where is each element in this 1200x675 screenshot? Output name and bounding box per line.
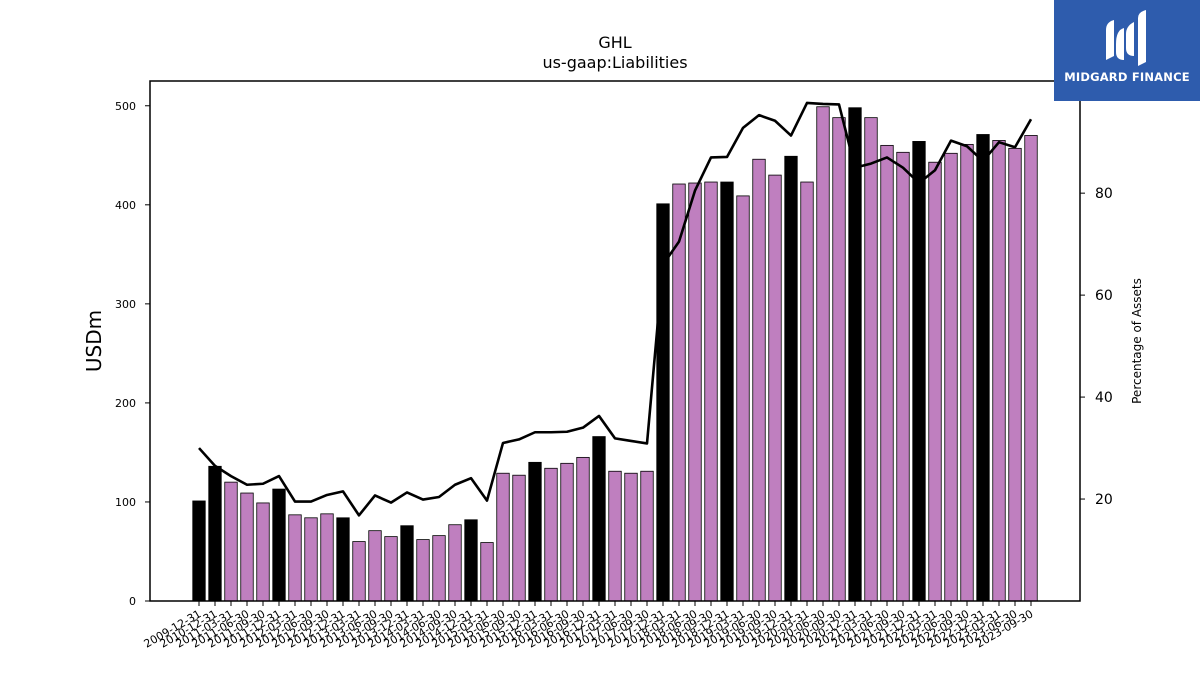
bar [992,140,1006,602]
bar [384,536,398,602]
bar [336,517,350,602]
y-tick-label: 0 [129,595,136,608]
x-tick-group: 2009-12-312010-12-312011-03-312011-06-30… [142,601,1036,651]
bar [912,141,926,602]
bar [592,436,606,602]
bar [736,195,750,602]
bar [544,467,558,602]
chart-title: GHL [598,33,631,52]
bar [832,117,846,602]
y2-tick-label: 40 [1095,390,1113,406]
bar [352,541,366,602]
chart-subtitle: us-gaap:Liabilities [542,53,687,72]
logo-mark-icon [1106,10,1146,66]
bar [240,492,254,602]
y2-tick-group: 20 40 60 80 [1080,186,1113,508]
y-tick-label: 500 [115,100,136,113]
y2-tick-label: 20 [1095,492,1113,508]
bar [224,481,238,602]
bar [608,470,622,602]
y-tick-label: 100 [115,496,136,509]
bar [944,152,958,602]
bar [304,517,318,602]
bar [688,182,702,602]
bar [448,524,462,602]
bar [528,461,542,602]
bar [816,106,830,602]
y-tick-label: 400 [115,199,136,212]
y-tick-label: 200 [115,397,136,410]
y-axis-label: USDm [82,310,106,372]
bar [752,158,766,602]
bar [896,151,910,602]
bar [768,174,782,602]
bar [976,134,990,602]
bar [1008,147,1022,602]
bar [720,181,734,602]
bar [368,530,382,602]
bar-group [192,106,1038,602]
logo-text: MIDGARD FINANCE [1064,70,1190,84]
brand-logo: MIDGARD FINANCE [1054,0,1200,101]
bar [864,117,878,602]
bar [576,456,590,602]
y2-axis-label: Percentage of Assets [1130,278,1144,404]
y-tick-label: 300 [115,298,136,311]
y-tick-group: 0 100 200 300 400 500 [115,100,150,608]
bar [784,155,798,602]
bar [464,519,478,602]
bar [880,144,894,602]
bar [1024,135,1038,602]
bar [208,465,222,602]
bar [928,161,942,602]
bar [480,542,494,602]
bar [192,500,206,602]
line-group [198,101,1033,517]
bar [800,181,814,602]
bar [624,472,638,602]
bar [288,514,302,602]
bar [848,107,862,602]
bar [496,472,510,602]
bar [432,535,446,602]
bar [416,539,430,602]
bar [560,462,574,602]
bar [640,470,654,602]
y2-tick-label: 60 [1095,288,1113,304]
bar [704,181,718,602]
bar [256,502,270,602]
bar [320,513,334,602]
bar [960,143,974,602]
bar [400,525,414,602]
bar [512,474,526,602]
percentage-line [198,101,1033,517]
bar [272,488,286,602]
y2-tick-label: 80 [1095,186,1113,202]
